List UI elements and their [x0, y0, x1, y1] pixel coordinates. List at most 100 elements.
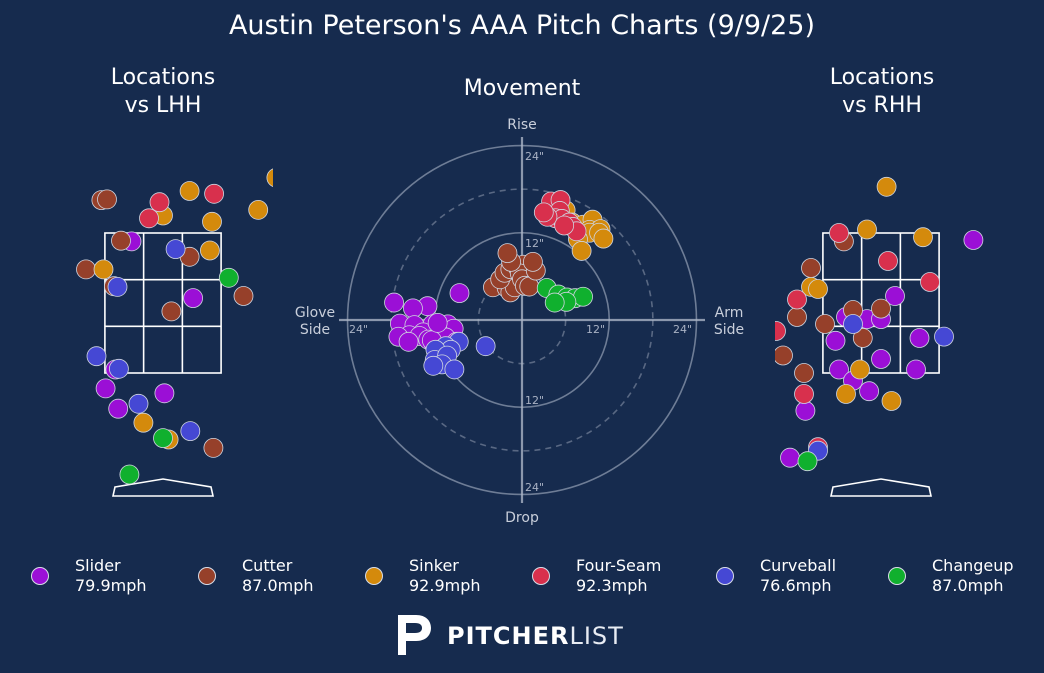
rhh-point-curveball — [934, 326, 954, 347]
rhh-point-four-seam — [878, 251, 898, 271]
rhh-point-four-seam — [893, 99, 912, 118]
movement-point-curveball — [444, 359, 465, 380]
legend-speed-curveball: 76.6mph — [760, 576, 832, 595]
movement-point-cutter — [523, 251, 543, 272]
lhh-point-sinker — [248, 199, 269, 220]
movement-points — [384, 190, 614, 380]
ring-label-right-12: 12" — [586, 323, 605, 336]
legend-speed-slider: 79.9mph — [75, 576, 147, 595]
lhh-point-cutter — [111, 230, 131, 251]
rhh-point-sinker — [683, 416, 702, 435]
rhh-point-slider — [859, 381, 879, 402]
lhh-point-changeup — [218, 267, 239, 288]
ring-label-top-12: 12" — [525, 237, 544, 250]
lhh-point-cutter — [97, 189, 117, 210]
rhh-point-slider — [871, 349, 891, 369]
legend-marker-slider — [31, 567, 49, 585]
lhh-point-sinker — [133, 412, 154, 433]
rhh-title-line2: vs RHH — [842, 93, 922, 118]
ring-label-right-24: 24" — [673, 323, 692, 336]
rhh-point-slider — [906, 359, 926, 380]
legend-marker-four-seam — [532, 567, 550, 585]
rhh-point-cutter — [787, 307, 807, 327]
legend-marker-cutter — [198, 567, 216, 585]
legend-name-changeup: Changeup — [932, 556, 1014, 575]
legend-name-four-seam: Four-Seam — [576, 556, 662, 575]
chart-title: Austin Peterson's AAA Pitch Charts (9/9/… — [228, 10, 816, 41]
legend-name-curveball: Curveball — [760, 556, 837, 575]
rhh-point-slider — [1012, 273, 1031, 292]
lhh-point-curveball — [28, 550, 47, 569]
rhh-panel-title: Locations vs RHH — [782, 64, 982, 120]
lhh-point-cutter — [161, 301, 182, 322]
movement-point-curveball — [423, 355, 444, 376]
pitcherlist-logo-text: PITCHERLIST — [447, 622, 624, 650]
lhh-location-plot — [28, 168, 273, 569]
movement-axis-top: Rise — [507, 117, 537, 133]
lhh-point-slider — [154, 383, 175, 404]
movement-point-four-seam — [533, 202, 554, 223]
movement-axis-bottom: Drop — [505, 510, 539, 526]
rhh-point-sinker — [836, 384, 856, 404]
rhh-point-cutter — [794, 363, 814, 383]
legend-name-slider: Slider — [75, 556, 121, 575]
lhh-point-changeup — [119, 464, 140, 485]
movement-point-slider — [403, 298, 423, 319]
legend-speed-changeup: 87.0mph — [932, 576, 1004, 595]
movement-point-changeup — [573, 286, 593, 307]
legend-marker-curveball — [716, 567, 734, 585]
rhh-point-slider — [795, 400, 816, 421]
rhh-point-cutter — [775, 345, 793, 366]
rhh-home-plate — [830, 478, 932, 497]
legend-name-sinker: Sinker — [409, 556, 459, 575]
lhh-point-curveball — [86, 346, 107, 367]
rhh-point-sinker — [913, 227, 933, 248]
rhh-location-plot — [683, 54, 1031, 497]
lhh-point-changeup — [153, 428, 173, 449]
movement-axis-left-2: Side — [300, 322, 330, 338]
lhh-point-cutter — [76, 259, 96, 280]
rhh-point-four-seam — [921, 120, 940, 139]
rhh-point-four-seam — [787, 289, 807, 310]
lhh-point-slider — [108, 398, 129, 419]
rhh-point-changeup — [797, 451, 818, 472]
lhh-point-curveball — [180, 421, 201, 442]
movement-title: Movement — [463, 76, 581, 101]
lhh-point-sinker — [199, 240, 220, 261]
lhh-home-plate — [112, 478, 214, 497]
ring-label-bottom-12: 12" — [525, 394, 544, 407]
rhh-point-sinker — [876, 176, 897, 197]
logo-text-bold: PITCHER — [447, 622, 570, 650]
lhh-point-cutter — [203, 437, 224, 458]
legend-marker-sinker — [365, 567, 383, 585]
movement-axis-right-2: Side — [714, 322, 744, 338]
movement-point-slider — [449, 283, 470, 304]
movement-plot: Rise Drop Glove Side Arm Side 24" 12" 12… — [295, 117, 744, 526]
lhh-point-four-seam — [149, 192, 170, 213]
rhh-zone-outline — [822, 232, 940, 374]
lhh-point-cutter — [233, 286, 254, 306]
rhh-point-sinker — [808, 279, 828, 299]
lhh-point-curveball — [109, 358, 129, 379]
rhh-point-changeup — [923, 54, 942, 73]
rhh-point-cutter — [871, 298, 891, 319]
lhh-point-slider — [183, 288, 204, 309]
lhh-point-sinker — [266, 168, 273, 187]
movement-axis-left-1: Glove — [295, 305, 335, 321]
rhh-point-slider — [780, 447, 800, 468]
movement-axis-right-1: Arm — [715, 305, 744, 321]
pitcherlist-logo-mark-icon — [398, 615, 431, 655]
legend-name-cutter: Cutter — [242, 556, 293, 575]
ring-label-bottom-24: 24" — [525, 481, 544, 494]
lhh-panel-title: Locations vs LHH — [63, 64, 263, 120]
lhh-point-four-seam — [139, 208, 159, 229]
lhh-point-curveball — [128, 393, 149, 414]
ring-label-top-24: 24" — [525, 150, 544, 163]
rhh-point-four-seam — [829, 223, 849, 243]
rhh-point-cutter — [815, 314, 835, 334]
movement-point-four-seam — [554, 215, 575, 236]
rhh-point-sinker — [857, 219, 877, 240]
legend-speed-cutter: 87.0mph — [242, 576, 314, 595]
legend-speed-four-seam: 92.3mph — [576, 576, 648, 595]
